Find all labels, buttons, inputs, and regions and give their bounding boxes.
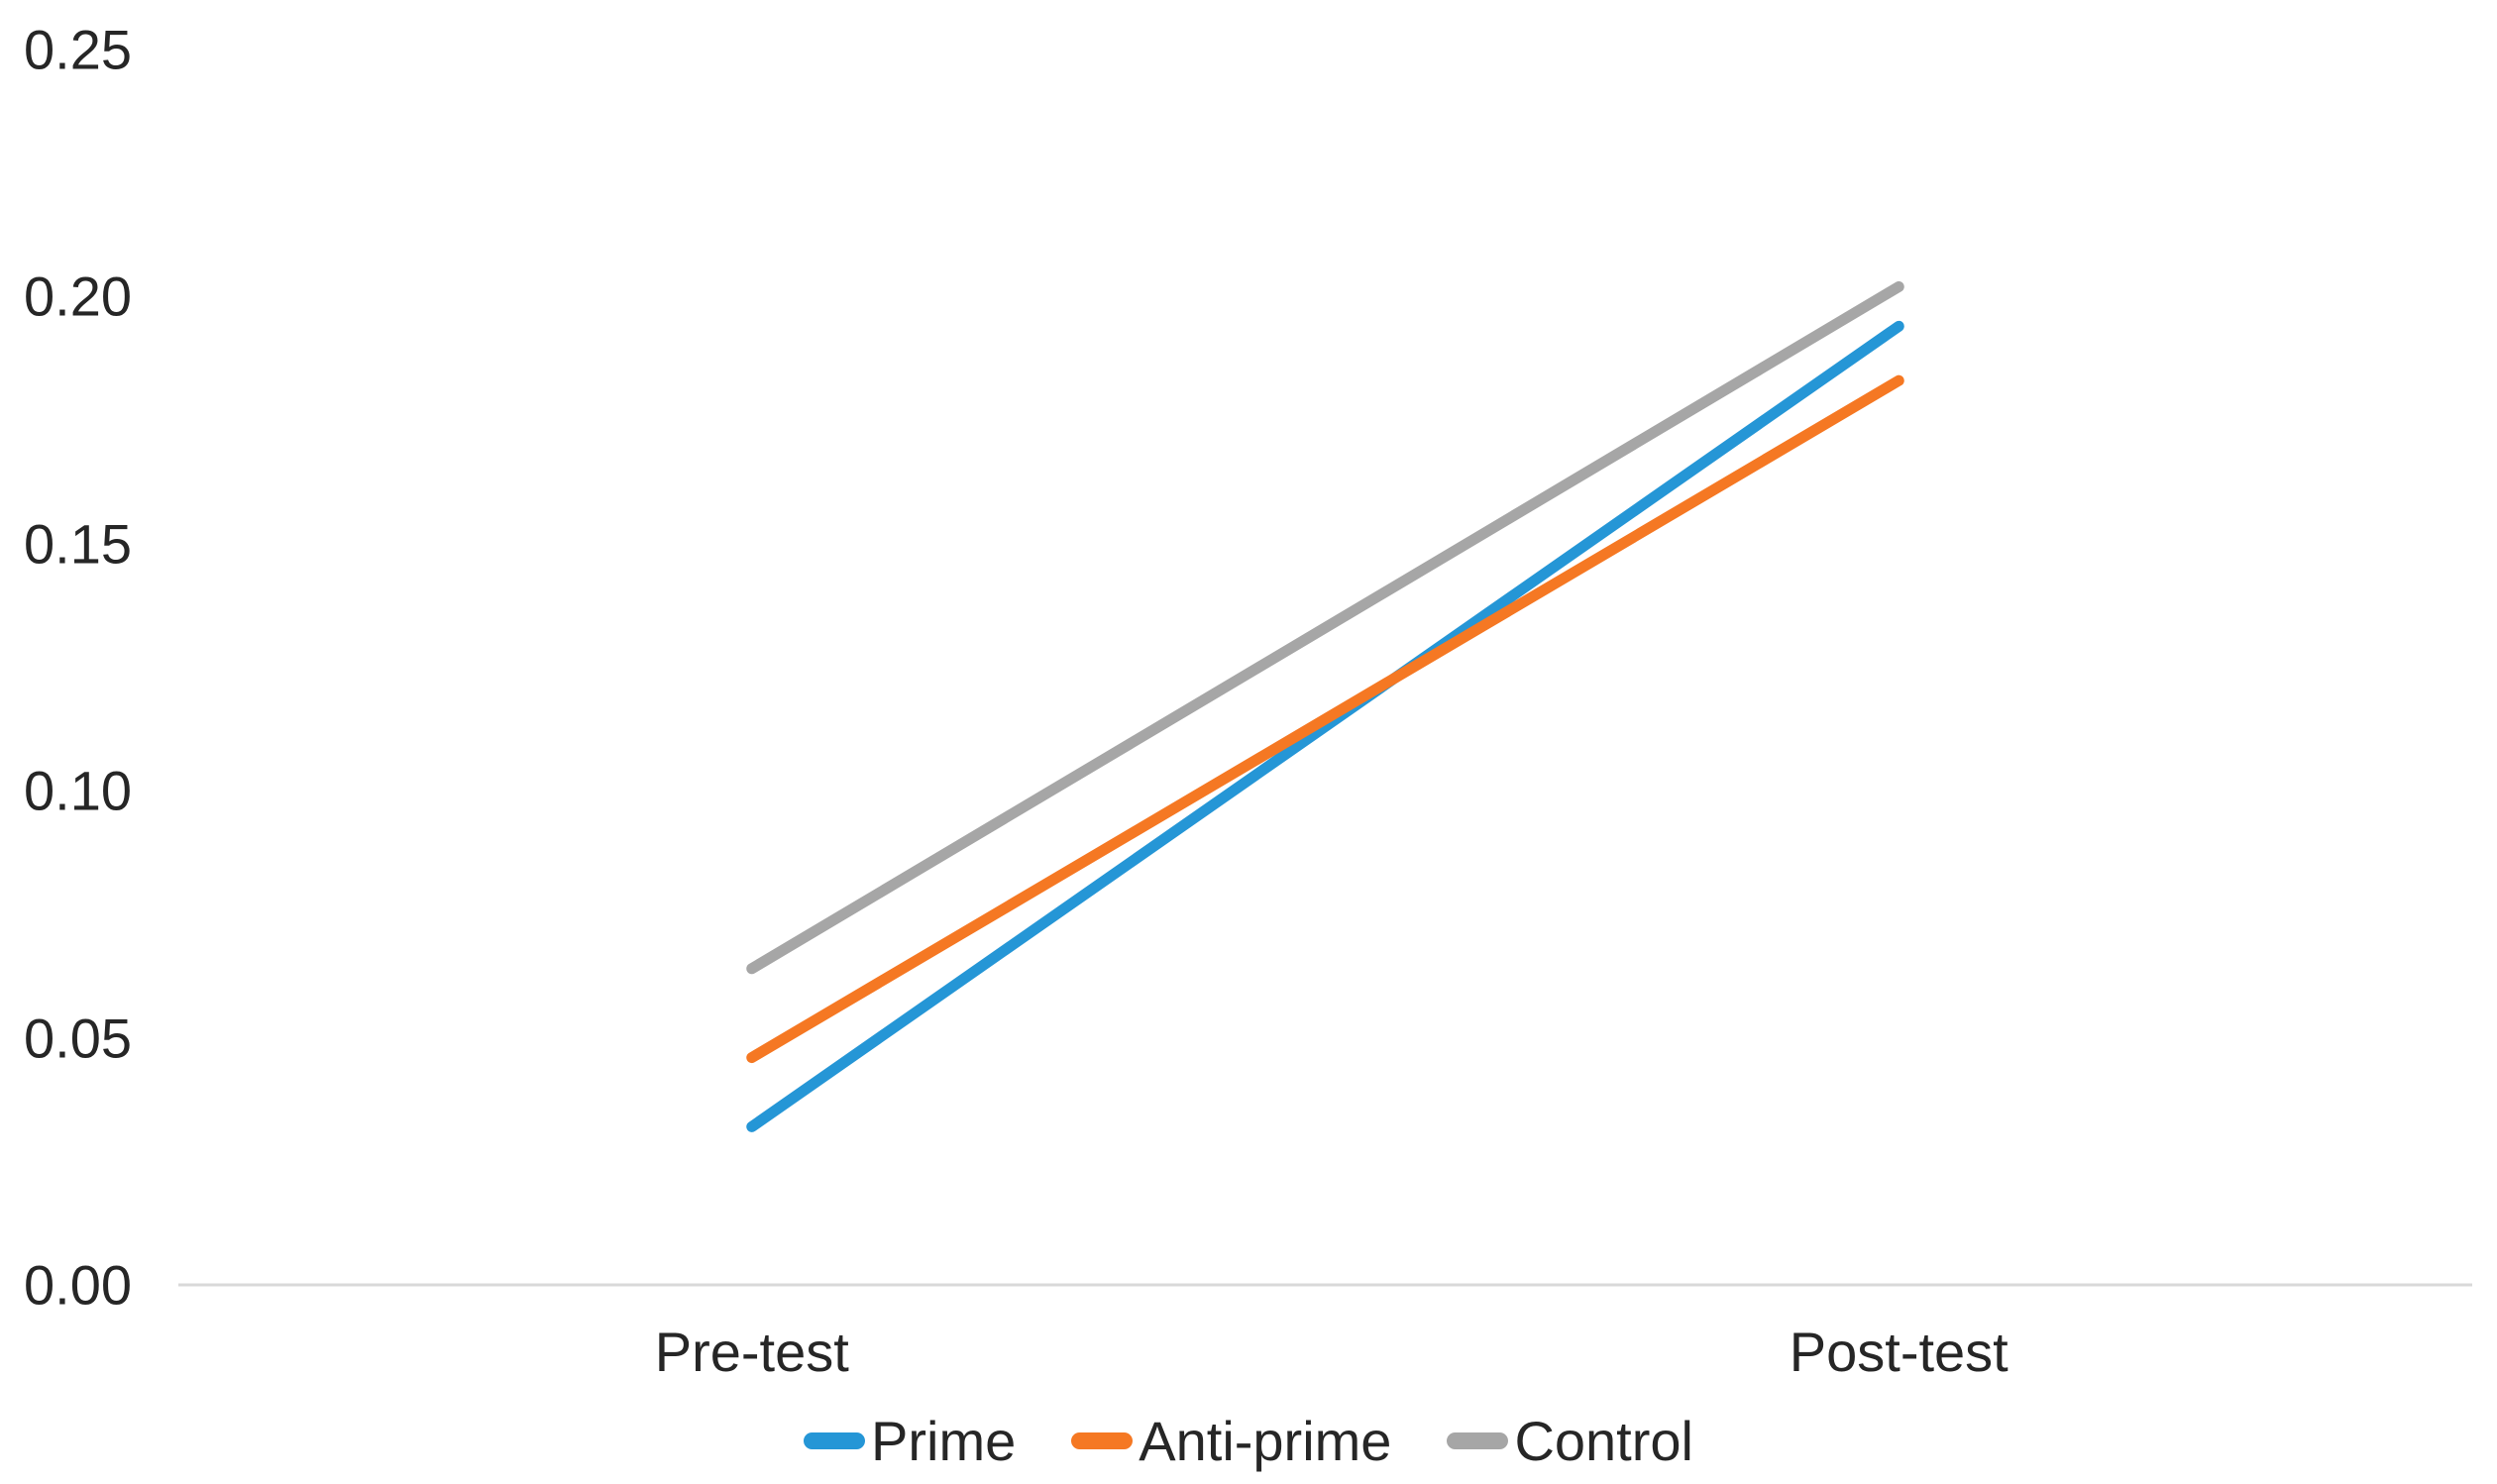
legend-item-prime: Prime [804,1409,1016,1473]
series-line-control [746,280,1904,975]
y-axis-tick-label: 0.00 [24,1253,132,1317]
series-line-anti-prime [746,374,1904,1064]
y-axis-tick-label: 0.25 [24,18,132,81]
series-line-prime [746,320,1904,1132]
x-axis-label: Post-test [1789,1321,2008,1383]
legend-item-control: Control [1447,1409,1693,1473]
legend-item-anti-prime: Anti-prime [1071,1409,1391,1473]
legend-swatch-icon [1447,1432,1509,1449]
legend: Prime Anti-prime Control [0,1409,2497,1473]
legend-label: Anti-prime [1139,1410,1392,1472]
legend-swatch-icon [804,1432,866,1449]
y-axis-tick-label: 0.05 [24,1007,132,1070]
legend-label: Control [1514,1410,1693,1472]
y-axis-tick-label: 0.15 [24,512,132,576]
x-axis-label: Pre-test [654,1321,849,1383]
y-axis-tick-label: 0.10 [24,759,132,822]
legend-swatch-icon [1071,1432,1134,1449]
y-axis-tick-label: 0.20 [24,265,132,328]
legend-label: Prime [871,1410,1017,1472]
